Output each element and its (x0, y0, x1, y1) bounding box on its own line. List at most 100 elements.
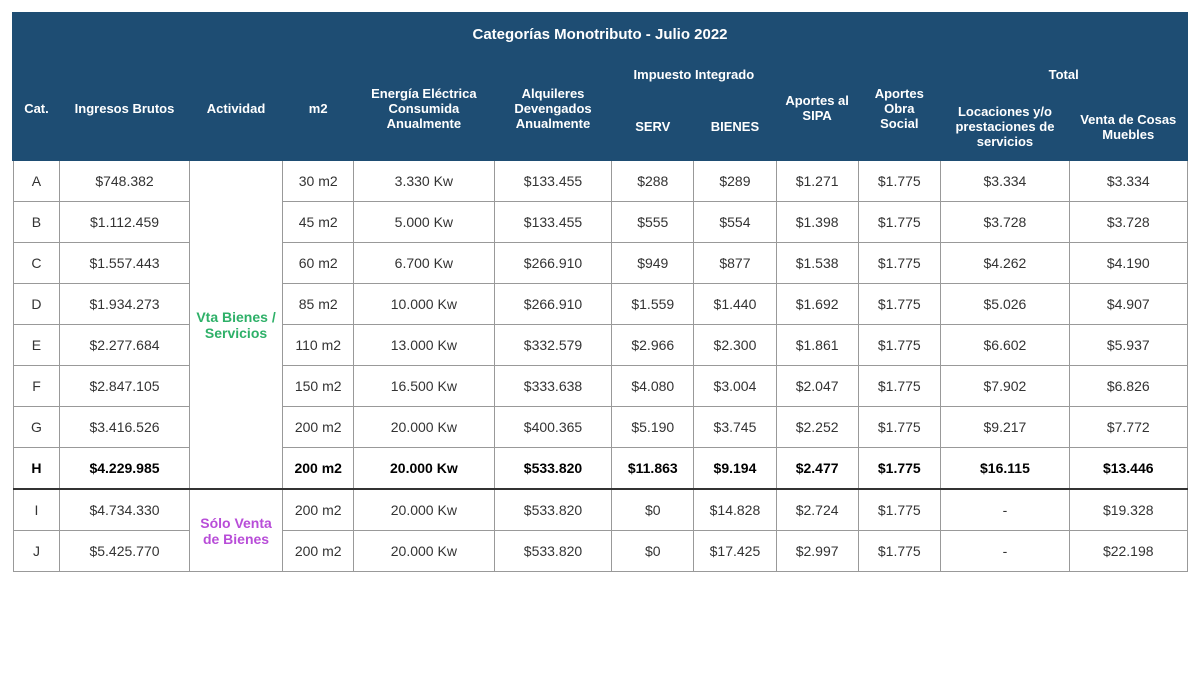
cell-obra: $1.775 (858, 407, 940, 448)
cell-actividad-bienes-servicios: Vta Bienes / Servicios (189, 160, 283, 489)
cell-cat: B (13, 202, 60, 243)
cell-ing: $2.847.105 (60, 366, 189, 407)
table-title: Categorías Monotributo - Julio 2022 (13, 13, 1187, 56)
cell-m2: 200 m2 (283, 448, 353, 490)
cell-sipa: $1.398 (776, 202, 858, 243)
cell-vta: $7.772 (1070, 407, 1188, 448)
cell-alq: $533.820 (494, 489, 611, 531)
cell-bien: $17.425 (694, 531, 776, 572)
cell-ing: $1.112.459 (60, 202, 189, 243)
monotributo-table: Categorías Monotributo - Julio 2022 Cat.… (12, 12, 1188, 572)
cell-bien: $3.004 (694, 366, 776, 407)
cell-cat: I (13, 489, 60, 531)
cell-m2: 60 m2 (283, 243, 353, 284)
header-alquileres: Alquileres Devengados Anualmente (494, 56, 611, 160)
cell-serv: $11.863 (612, 448, 694, 490)
cell-obra: $1.775 (858, 489, 940, 531)
table-row: I $4.734.330 Sólo Venta de Bienes 200 m2… (13, 489, 1187, 531)
cell-serv: $2.966 (612, 325, 694, 366)
cell-obra: $1.775 (858, 366, 940, 407)
cell-loc: - (940, 489, 1069, 531)
cell-obra: $1.775 (858, 448, 940, 490)
cell-m2: 200 m2 (283, 531, 353, 572)
header-impuesto: Impuesto Integrado (612, 56, 776, 93)
header-locaciones: Locaciones y/o prestaciones de servicios (940, 93, 1069, 160)
cell-sipa: $2.997 (776, 531, 858, 572)
cell-loc: $3.728 (940, 202, 1069, 243)
table-row: A $748.382 Vta Bienes / Servicios 30 m2 … (13, 160, 1187, 202)
cell-obra: $1.775 (858, 531, 940, 572)
cell-bien: $9.194 (694, 448, 776, 490)
cell-sipa: $1.271 (776, 160, 858, 202)
cell-vta: $3.728 (1070, 202, 1188, 243)
header-ventacosas: Venta de Cosas Muebles (1070, 93, 1188, 160)
cell-vta: $5.937 (1070, 325, 1188, 366)
header-ingresos: Ingresos Brutos (60, 56, 189, 160)
cell-ing: $748.382 (60, 160, 189, 202)
header-serv: SERV (612, 93, 694, 160)
cell-ing: $4.734.330 (60, 489, 189, 531)
cell-kw: 5.000 Kw (353, 202, 494, 243)
cell-loc: $16.115 (940, 448, 1069, 490)
cell-kw: 20.000 Kw (353, 448, 494, 490)
cell-sipa: $2.477 (776, 448, 858, 490)
cell-kw: 16.500 Kw (353, 366, 494, 407)
table-body: A $748.382 Vta Bienes / Servicios 30 m2 … (13, 160, 1187, 572)
cell-bien: $1.440 (694, 284, 776, 325)
cell-ing: $2.277.684 (60, 325, 189, 366)
cell-ing: $5.425.770 (60, 531, 189, 572)
cell-loc: $3.334 (940, 160, 1069, 202)
header-sipa: Aportes al SIPA (776, 56, 858, 160)
header-m2: m2 (283, 56, 353, 160)
cell-sipa: $1.538 (776, 243, 858, 284)
cell-kw: 13.000 Kw (353, 325, 494, 366)
cell-m2: 110 m2 (283, 325, 353, 366)
cell-serv: $5.190 (612, 407, 694, 448)
header-total: Total (940, 56, 1187, 93)
cell-m2: 200 m2 (283, 407, 353, 448)
cell-loc: $9.217 (940, 407, 1069, 448)
cell-loc: $6.602 (940, 325, 1069, 366)
header-energia: Energía Eléctrica Consumida Anualmente (353, 56, 494, 160)
cell-alq: $133.455 (494, 202, 611, 243)
cell-serv: $4.080 (612, 366, 694, 407)
cell-bien: $2.300 (694, 325, 776, 366)
cell-serv: $1.559 (612, 284, 694, 325)
cell-bien: $554 (694, 202, 776, 243)
cell-serv: $0 (612, 531, 694, 572)
cell-kw: 6.700 Kw (353, 243, 494, 284)
cell-ing: $1.934.273 (60, 284, 189, 325)
cell-cat: J (13, 531, 60, 572)
cell-cat: C (13, 243, 60, 284)
cell-alq: $333.638 (494, 366, 611, 407)
cell-serv: $949 (612, 243, 694, 284)
cell-vta: $19.328 (1070, 489, 1188, 531)
cell-obra: $1.775 (858, 284, 940, 325)
cell-ing: $4.229.985 (60, 448, 189, 490)
cell-vta: $3.334 (1070, 160, 1188, 202)
cell-alq: $533.820 (494, 448, 611, 490)
cell-obra: $1.775 (858, 243, 940, 284)
cell-alq: $266.910 (494, 284, 611, 325)
cell-m2: 45 m2 (283, 202, 353, 243)
cell-cat: D (13, 284, 60, 325)
cell-kw: 20.000 Kw (353, 407, 494, 448)
cell-cat: A (13, 160, 60, 202)
cell-kw: 20.000 Kw (353, 489, 494, 531)
cell-vta: $13.446 (1070, 448, 1188, 490)
cell-bien: $14.828 (694, 489, 776, 531)
cell-m2: 200 m2 (283, 489, 353, 531)
cell-sipa: $1.692 (776, 284, 858, 325)
cell-loc: $4.262 (940, 243, 1069, 284)
cell-bien: $877 (694, 243, 776, 284)
cell-bien: $3.745 (694, 407, 776, 448)
cell-actividad-solo-venta: Sólo Venta de Bienes (189, 489, 283, 572)
cell-serv: $288 (612, 160, 694, 202)
cell-loc: $5.026 (940, 284, 1069, 325)
cell-alq: $133.455 (494, 160, 611, 202)
cell-vta: $4.190 (1070, 243, 1188, 284)
cell-sipa: $1.861 (776, 325, 858, 366)
cell-obra: $1.775 (858, 160, 940, 202)
cell-serv: $555 (612, 202, 694, 243)
cell-kw: 10.000 Kw (353, 284, 494, 325)
